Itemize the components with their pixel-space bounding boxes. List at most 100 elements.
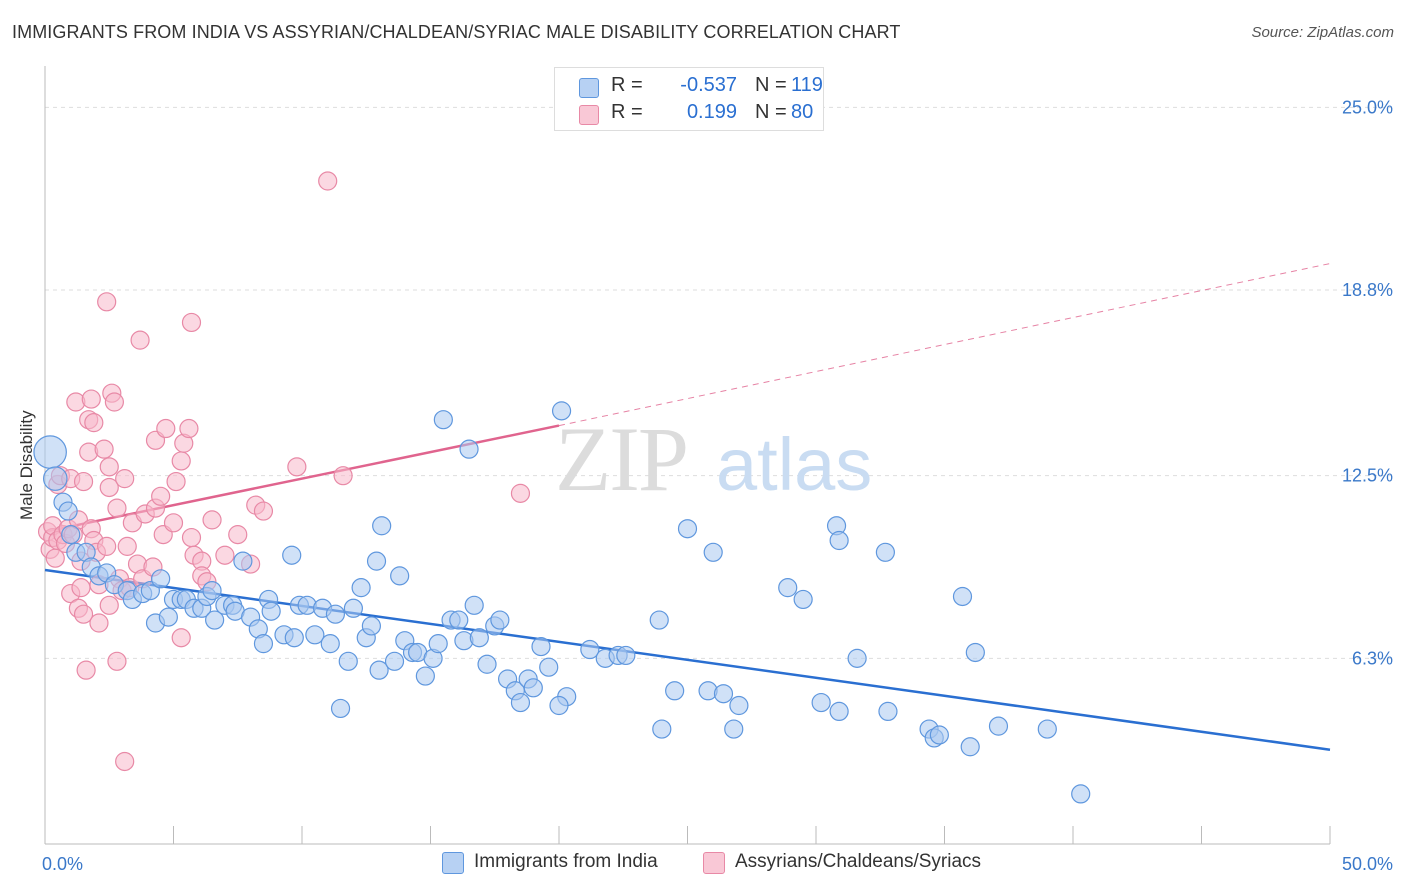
blue-point xyxy=(649,610,669,630)
blue-point xyxy=(829,701,849,722)
watermark: ZIP atlas xyxy=(555,408,872,510)
y-axis-title: Male Disability xyxy=(17,410,36,520)
pink-point xyxy=(115,469,135,489)
blue-point xyxy=(875,542,895,562)
pink-point xyxy=(94,439,114,459)
pink-point xyxy=(71,578,91,598)
pink-point xyxy=(181,527,202,548)
n-value: 119 xyxy=(791,74,823,96)
r-label: R = xyxy=(611,101,643,123)
blue-point xyxy=(202,580,222,601)
blue-point xyxy=(965,642,985,663)
r-label: R = xyxy=(611,74,643,96)
blue-point xyxy=(338,651,358,671)
tick-labels: 6.3% 12.5% 18.8% 25.0% 0.0% 50.0% xyxy=(42,97,1393,874)
blue-point xyxy=(351,578,371,598)
blue-swatch xyxy=(579,78,599,98)
source-credit: Source: ZipAtlas.com xyxy=(1251,24,1394,41)
legend-label: Assyrians/Chaldeans/Syriacs xyxy=(735,851,982,872)
pink-point xyxy=(73,471,94,492)
pink-point xyxy=(107,651,127,671)
blue-point xyxy=(428,634,448,654)
pink-point xyxy=(228,525,248,545)
pink-point xyxy=(202,510,222,530)
blue-point xyxy=(469,628,489,648)
blue-point xyxy=(42,466,68,491)
pink-point xyxy=(163,513,184,533)
pink-point xyxy=(510,483,531,503)
pink-point xyxy=(179,418,199,439)
blue-point xyxy=(960,737,980,757)
blue-point xyxy=(477,654,497,674)
pink-point xyxy=(115,751,135,772)
pink-point xyxy=(215,545,235,565)
pink-point xyxy=(117,536,137,556)
blue-point xyxy=(551,401,572,421)
pink-point xyxy=(89,613,109,633)
blue-point xyxy=(205,610,225,630)
y-tick-label: 18.8% xyxy=(1342,280,1393,300)
blue-point xyxy=(778,578,798,598)
r-value: 0.199 xyxy=(686,101,737,123)
y-tick-label: 25.0% xyxy=(1342,97,1393,117)
blue-point xyxy=(531,636,551,657)
blue-point xyxy=(464,595,484,615)
blue-point xyxy=(415,666,435,686)
pink-point xyxy=(171,451,191,471)
blue-point xyxy=(61,525,81,545)
blue-point xyxy=(325,604,346,624)
blue-point xyxy=(793,589,813,610)
blue-point xyxy=(929,725,949,745)
blue-point xyxy=(1071,784,1091,804)
blue-point xyxy=(366,551,387,571)
blue-trend-line xyxy=(44,568,1331,751)
blue-point xyxy=(703,542,723,562)
blue-point xyxy=(677,519,698,539)
blue-point xyxy=(878,701,898,722)
blue-point xyxy=(284,628,304,648)
blue-point xyxy=(305,625,325,645)
blue-point xyxy=(652,719,672,739)
pink-swatch xyxy=(703,852,725,874)
axes xyxy=(44,66,1331,845)
legend-label: Immigrants from India xyxy=(474,851,658,872)
blue-point xyxy=(1037,719,1057,739)
pink-point xyxy=(76,660,96,680)
pink-point xyxy=(166,471,186,492)
x-tick-label: 50.0% xyxy=(1342,854,1393,874)
chart-title: IMMIGRANTS FROM INDIA VS ASSYRIAN/CHALDE… xyxy=(12,22,901,42)
y-tick-label: 6.3% xyxy=(1352,648,1393,668)
pink-point xyxy=(97,536,117,556)
blue-point xyxy=(282,545,302,565)
pink-point xyxy=(99,457,119,477)
pink-point xyxy=(73,604,94,624)
blue-point xyxy=(369,660,389,680)
pink-point xyxy=(107,498,127,518)
pink-point xyxy=(333,466,353,486)
blue-point xyxy=(847,648,867,668)
blue-point xyxy=(539,657,559,677)
blue-point xyxy=(58,501,78,521)
blue-point xyxy=(261,601,281,621)
blue-point xyxy=(459,439,479,459)
blue-point xyxy=(384,651,405,671)
blue-point xyxy=(580,639,600,660)
pink-points xyxy=(37,171,531,772)
blue-point xyxy=(372,516,392,536)
pink-point xyxy=(99,477,119,498)
blue-point xyxy=(988,716,1009,736)
blue-point xyxy=(952,586,973,607)
blue-points xyxy=(33,401,1091,804)
blue-point xyxy=(330,698,351,719)
pink-point xyxy=(287,457,307,477)
pink-point xyxy=(253,501,274,521)
blue-point xyxy=(549,695,569,716)
blue-point xyxy=(320,634,340,654)
blue-point xyxy=(361,616,381,636)
blue-point xyxy=(233,551,253,571)
blue-point xyxy=(829,530,849,551)
blue-trend-solid xyxy=(44,568,1331,751)
pink-point xyxy=(171,628,191,648)
blue-point xyxy=(33,435,67,469)
pink-point xyxy=(130,330,150,350)
